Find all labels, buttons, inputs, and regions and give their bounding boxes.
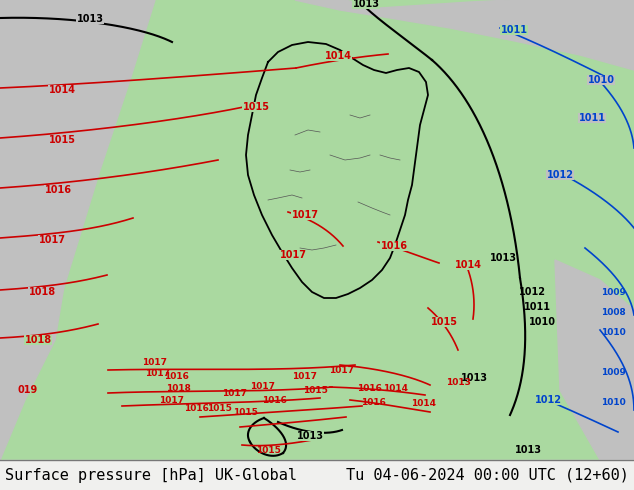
Text: 1015: 1015 xyxy=(242,102,269,112)
Text: 1018: 1018 xyxy=(25,335,51,345)
Text: 1014: 1014 xyxy=(384,384,408,392)
Text: 1014: 1014 xyxy=(411,398,436,408)
Polygon shape xyxy=(555,260,634,460)
Text: 1013: 1013 xyxy=(353,0,380,9)
Text: 1016: 1016 xyxy=(361,397,385,407)
Text: 1014: 1014 xyxy=(325,51,351,61)
Text: 1013: 1013 xyxy=(446,377,470,387)
Text: 1017: 1017 xyxy=(292,210,318,220)
Text: 1016: 1016 xyxy=(262,395,287,405)
Text: 1017: 1017 xyxy=(39,235,65,245)
Polygon shape xyxy=(0,0,155,460)
Text: 1017: 1017 xyxy=(250,382,276,391)
Text: 1015: 1015 xyxy=(48,135,75,145)
Text: Tu 04-06-2024 00:00 UTC (12+60): Tu 04-06-2024 00:00 UTC (12+60) xyxy=(346,467,629,483)
Text: 1008: 1008 xyxy=(601,308,626,317)
Text: 1016: 1016 xyxy=(184,403,209,413)
Text: 1017: 1017 xyxy=(143,358,167,367)
Text: 1010: 1010 xyxy=(529,317,555,327)
Text: 1017: 1017 xyxy=(280,250,306,260)
Bar xyxy=(0,460,634,490)
Text: 1015: 1015 xyxy=(256,445,280,455)
Text: 1013: 1013 xyxy=(460,373,488,383)
Text: 1012: 1012 xyxy=(547,170,574,180)
Text: 1015: 1015 xyxy=(233,408,257,416)
Text: 019: 019 xyxy=(18,385,38,395)
Text: 1013: 1013 xyxy=(515,445,541,455)
Text: 1010: 1010 xyxy=(588,75,614,85)
Text: 1011: 1011 xyxy=(524,302,550,312)
Text: 1012: 1012 xyxy=(534,395,562,405)
Text: 1010: 1010 xyxy=(601,327,626,337)
Text: 1017: 1017 xyxy=(330,366,354,374)
Text: 1017: 1017 xyxy=(145,368,171,377)
Text: 1009: 1009 xyxy=(601,368,626,376)
Text: 1016: 1016 xyxy=(356,384,382,392)
Text: 1011: 1011 xyxy=(578,113,605,123)
Text: 1016: 1016 xyxy=(164,371,188,381)
Text: 1014: 1014 xyxy=(48,85,75,95)
Text: 1013: 1013 xyxy=(297,431,323,441)
Text: 1015: 1015 xyxy=(207,403,231,413)
Text: 1018: 1018 xyxy=(165,384,190,392)
Polygon shape xyxy=(295,0,634,70)
Text: 1016: 1016 xyxy=(44,185,72,195)
Text: 1009: 1009 xyxy=(601,288,626,296)
Text: 1011: 1011 xyxy=(500,25,527,35)
Text: 1013: 1013 xyxy=(77,14,103,24)
Text: 1017: 1017 xyxy=(292,371,318,381)
Polygon shape xyxy=(0,190,80,460)
Text: 1015: 1015 xyxy=(302,386,327,394)
Text: Surface pressure [hPa] UK-Global: Surface pressure [hPa] UK-Global xyxy=(5,467,297,483)
Text: 1017: 1017 xyxy=(223,389,247,397)
Text: 1013: 1013 xyxy=(489,253,517,263)
Text: 1016: 1016 xyxy=(380,241,408,251)
Text: 1017: 1017 xyxy=(160,395,184,405)
Text: 1018: 1018 xyxy=(29,287,56,297)
Text: 1010: 1010 xyxy=(601,397,626,407)
Text: 1012: 1012 xyxy=(519,287,545,297)
Text: 1015: 1015 xyxy=(430,317,458,327)
Text: 1014: 1014 xyxy=(455,260,481,270)
